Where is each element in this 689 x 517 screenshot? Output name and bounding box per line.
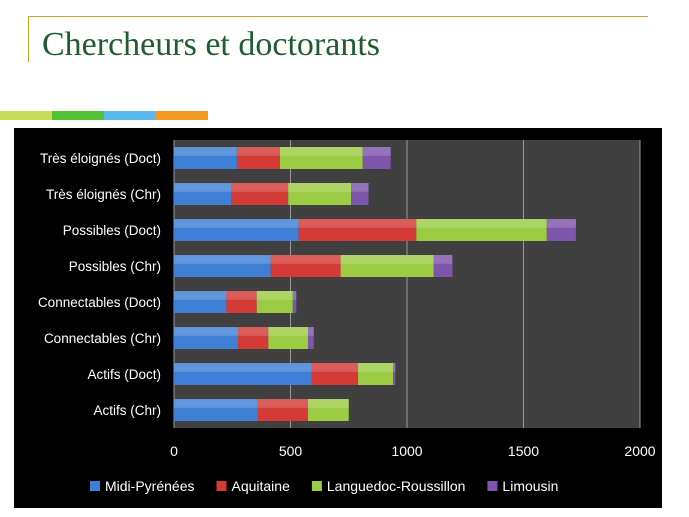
bar-highlight [307, 327, 314, 336]
category-label: Actifs (Doct) [87, 367, 161, 382]
bar-segment [174, 183, 232, 205]
legend-label: Languedoc-Roussillon [327, 478, 466, 494]
bar-segment [231, 183, 289, 205]
category-label: Possibles (Chr) [69, 259, 161, 274]
x-tick-label: 500 [279, 443, 303, 459]
category-label: Possibles (Doct) [63, 223, 161, 238]
category-label: Très éloignés (Chr) [46, 187, 161, 202]
x-tick-label: 0 [170, 443, 178, 459]
title-top-rule [28, 16, 648, 17]
accent-stripe-blue [104, 111, 156, 120]
bar-highlight [307, 399, 349, 408]
legend-label: Aquitaine [231, 478, 290, 494]
bar-segment [288, 183, 352, 205]
bar-segment [256, 291, 293, 313]
bar-segment [174, 255, 271, 277]
bar-segment [174, 147, 237, 169]
x-tick-label: 1500 [508, 443, 539, 459]
bar-highlight [311, 363, 359, 372]
bar-highlight [174, 183, 232, 192]
bar-highlight [268, 327, 308, 336]
bar-segment [393, 363, 396, 385]
legend-swatch [487, 481, 498, 491]
bar-highlight [358, 363, 394, 372]
bar-segment [270, 255, 341, 277]
bar-highlight [351, 183, 369, 192]
bar-segment [174, 291, 227, 313]
category-label: Connectables (Chr) [44, 331, 161, 346]
category-label: Actifs (Chr) [94, 403, 162, 418]
accent-stripe-lime [0, 111, 52, 120]
bar-highlight [174, 291, 227, 300]
bar-highlight [174, 147, 237, 156]
bar-highlight [362, 147, 391, 156]
bar-segment [311, 363, 359, 385]
bar-highlight [270, 255, 341, 264]
slide-title: Chercheurs et doctorants [42, 26, 380, 63]
bar-highlight [433, 255, 453, 264]
bar-highlight [174, 363, 312, 372]
bar-segment [236, 147, 281, 169]
bar-segment [358, 363, 394, 385]
category-label: Connectables (Doct) [38, 295, 161, 310]
bar-highlight [257, 399, 308, 408]
bar-highlight [256, 291, 293, 300]
bar-segment [268, 327, 308, 349]
bar-highlight [288, 183, 352, 192]
bar-highlight [416, 219, 547, 228]
x-tick-label: 2000 [624, 443, 655, 459]
bar-highlight [393, 363, 396, 372]
legend-swatch [90, 481, 100, 491]
bar-segment [174, 219, 299, 241]
legend-label: Limousin [502, 478, 558, 494]
bar-segment [174, 327, 239, 349]
title-left-rule [28, 16, 29, 62]
x-tick-label: 1000 [391, 443, 422, 459]
bar-highlight [174, 219, 299, 228]
bar-segment [546, 219, 576, 241]
bar-highlight [174, 255, 271, 264]
bar-segment [416, 219, 547, 241]
chart-frame: 0 500 1000 1500 2000 Très éloignés (Doct) Très… [14, 128, 662, 508]
bar-segment [174, 363, 312, 385]
bar-highlight [236, 147, 281, 156]
bar-highlight [238, 327, 269, 336]
legend-swatch [216, 481, 227, 491]
bar-segment [298, 219, 417, 241]
bar-segment [257, 399, 308, 421]
bar-segment [226, 291, 257, 313]
accent-stripe-orange [156, 111, 208, 120]
bar-segment [280, 147, 363, 169]
bar-highlight [546, 219, 576, 228]
bar-segment [307, 399, 349, 421]
bar-highlight [226, 291, 257, 300]
accent-stripe-green [52, 111, 104, 120]
bar-segment [238, 327, 269, 349]
bar-highlight [231, 183, 289, 192]
bar-highlight [298, 219, 417, 228]
bar-segment [433, 255, 453, 277]
bar-highlight [340, 255, 434, 264]
bar-segment [351, 183, 369, 205]
bar-segment [292, 291, 297, 313]
bar-segment [340, 255, 434, 277]
legend-label: Midi-Pyrénées [105, 478, 194, 494]
bar-highlight [174, 399, 258, 408]
stacked-bar-chart: 0 500 1000 1500 2000 Très éloignés (Doct) Très… [38, 140, 656, 494]
bar-highlight [292, 291, 297, 300]
bar-segment [307, 327, 314, 349]
bar-highlight [280, 147, 363, 156]
legend-swatch [311, 481, 322, 491]
bar-segment [174, 399, 258, 421]
bar-segment [362, 147, 391, 169]
category-label: Très éloignés (Doct) [40, 151, 161, 166]
bar-highlight [174, 327, 239, 336]
